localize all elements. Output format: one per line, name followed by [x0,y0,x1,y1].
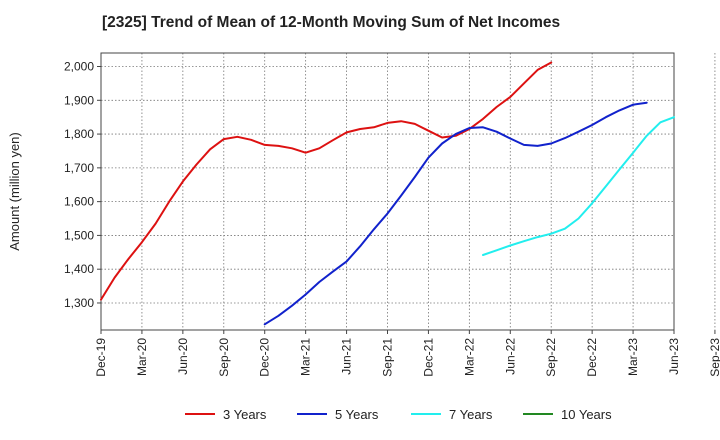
x-tick-label: Jun-20 [176,338,190,375]
x-tick-label: Mar-21 [299,338,313,376]
legend-label-3-years: 3 Years [223,407,267,422]
y-tick-label: 2,000 [64,60,94,74]
y-tick-label: 1,800 [64,127,94,141]
legend: 3 Years 5 Years 7 Years 10 Years [185,407,612,422]
y-tick-label: 1,900 [64,93,94,107]
x-tick-label: Dec-21 [421,338,435,377]
y-tick-label: 1,400 [64,262,94,276]
x-tick-label: Dec-20 [258,338,272,377]
y-tick-label: 1,500 [64,228,94,242]
x-tick-label: Dec-19 [94,338,108,377]
series-line-7-years [482,116,675,256]
grid-lines [100,53,716,330]
x-tick-label: Sep-22 [544,338,558,377]
x-tick-label: Jun-22 [503,338,517,375]
x-tick-label: Sep-21 [381,338,395,377]
x-axis: Dec-19 Mar-20 Jun-20 Sep-20 Dec-20 Mar-21 Jun-… [94,330,720,377]
y-tick-label: 1,700 [64,161,94,175]
x-tick-label: Jun-23 [667,338,681,375]
series-line-3-years [100,61,553,301]
y-axis: 1,300 1,400 1,500 1,600 1,700 1,800 1,900 2,000 [64,60,101,310]
x-tick-label: Mar-23 [626,338,640,376]
x-tick-label: Jun-21 [340,338,354,375]
x-tick-label: Sep-23 [708,338,720,377]
series-line-5-years [263,101,648,326]
legend-label-10-years: 10 Years [561,407,612,422]
legend-label-5-years: 5 Years [335,407,379,422]
x-tick-label: Mar-20 [135,338,149,376]
legend-label-7-years: 7 Years [449,407,493,422]
y-axis-title: Amount (million yen) [7,132,22,251]
x-tick-label: Mar-22 [462,338,476,376]
x-tick-label: Sep-20 [217,338,231,377]
chart-title: [2325] Trend of Mean of 12-Month Moving … [102,14,561,31]
y-tick-label: 1,600 [64,195,94,209]
x-tick-label: Dec-22 [585,338,599,377]
series-lines [100,61,675,326]
y-tick-label: 1,300 [64,296,94,310]
